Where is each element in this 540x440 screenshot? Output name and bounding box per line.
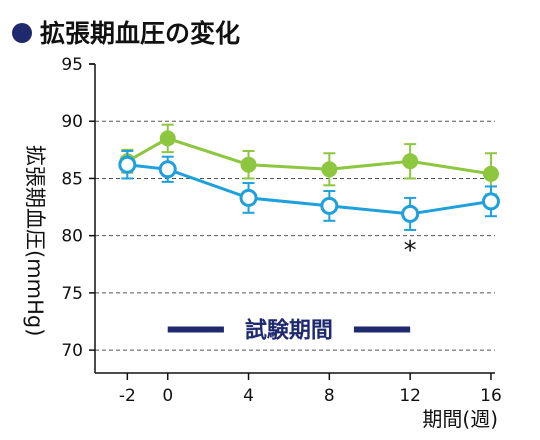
y-tick-label: 70	[61, 341, 83, 361]
x-tick-labels: -2 0 4 8 12 16	[119, 386, 502, 406]
chart-title: 拡張期血圧の変化	[40, 19, 240, 48]
x-tick-label: 4	[243, 386, 254, 406]
data-point	[118, 155, 137, 174]
study-period-annotation: 試験期間	[167, 318, 411, 344]
x-tick-label: 12	[399, 386, 421, 406]
x-tick-label: 16	[480, 386, 502, 406]
data-point	[159, 130, 176, 147]
data-point	[481, 192, 500, 211]
data-point	[240, 156, 257, 173]
x-tick-label: 0	[162, 386, 173, 406]
series-0	[119, 123, 499, 196]
x-tick-label: 8	[324, 386, 335, 406]
y-tick-label: 90	[61, 112, 83, 132]
gridlines	[95, 120, 495, 351]
series-1	[118, 149, 500, 231]
y-axis-label: 拡張期血圧(mmHg)	[23, 145, 47, 336]
annotations: *	[404, 236, 417, 266]
y-tick-labels: 70 75 80 85 90 95	[61, 55, 83, 361]
axes	[89, 63, 495, 380]
data-point	[239, 188, 258, 207]
data-point	[482, 165, 499, 182]
data-series	[118, 123, 500, 231]
y-tick-label: 85	[61, 169, 83, 189]
title-bullet-icon	[12, 23, 32, 43]
significance-asterisk: *	[404, 236, 417, 266]
data-point	[401, 204, 420, 223]
data-point	[158, 160, 177, 179]
series-line	[126, 136, 492, 176]
y-tick-label: 75	[61, 284, 83, 304]
y-tick-label: 95	[61, 55, 83, 75]
series-line	[127, 163, 492, 216]
x-axis-label: 期間(週)	[422, 407, 498, 431]
y-tick-label: 80	[61, 227, 83, 247]
data-point	[321, 161, 338, 178]
x-tick-label: -2	[119, 386, 136, 406]
data-point	[402, 153, 419, 170]
data-point	[320, 196, 339, 215]
study-period-label: 試験期間	[245, 318, 333, 344]
